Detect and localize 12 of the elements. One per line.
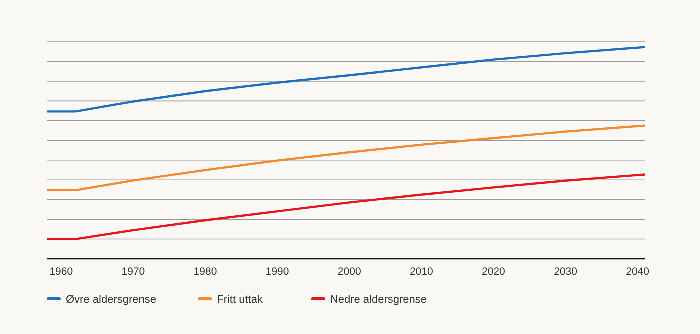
x-tick-label: 1980 — [194, 266, 218, 278]
x-tick-label: 2030 — [554, 266, 578, 278]
x-tick-label: 2010 — [410, 266, 434, 278]
x-tick-label: 2000 — [338, 266, 362, 278]
legend-label: Fritt uttak — [217, 294, 264, 306]
legend-label: Nedre aldersgrense — [330, 294, 428, 306]
legend-label: Øvre aldersgrense — [66, 294, 156, 306]
x-tick-label: 1960 — [50, 266, 74, 278]
x-tick-label: 2040 — [626, 266, 650, 278]
x-tick-label: 2020 — [482, 266, 506, 278]
x-tick-label: 1970 — [122, 266, 146, 278]
x-tick-label: 1990 — [266, 266, 290, 278]
